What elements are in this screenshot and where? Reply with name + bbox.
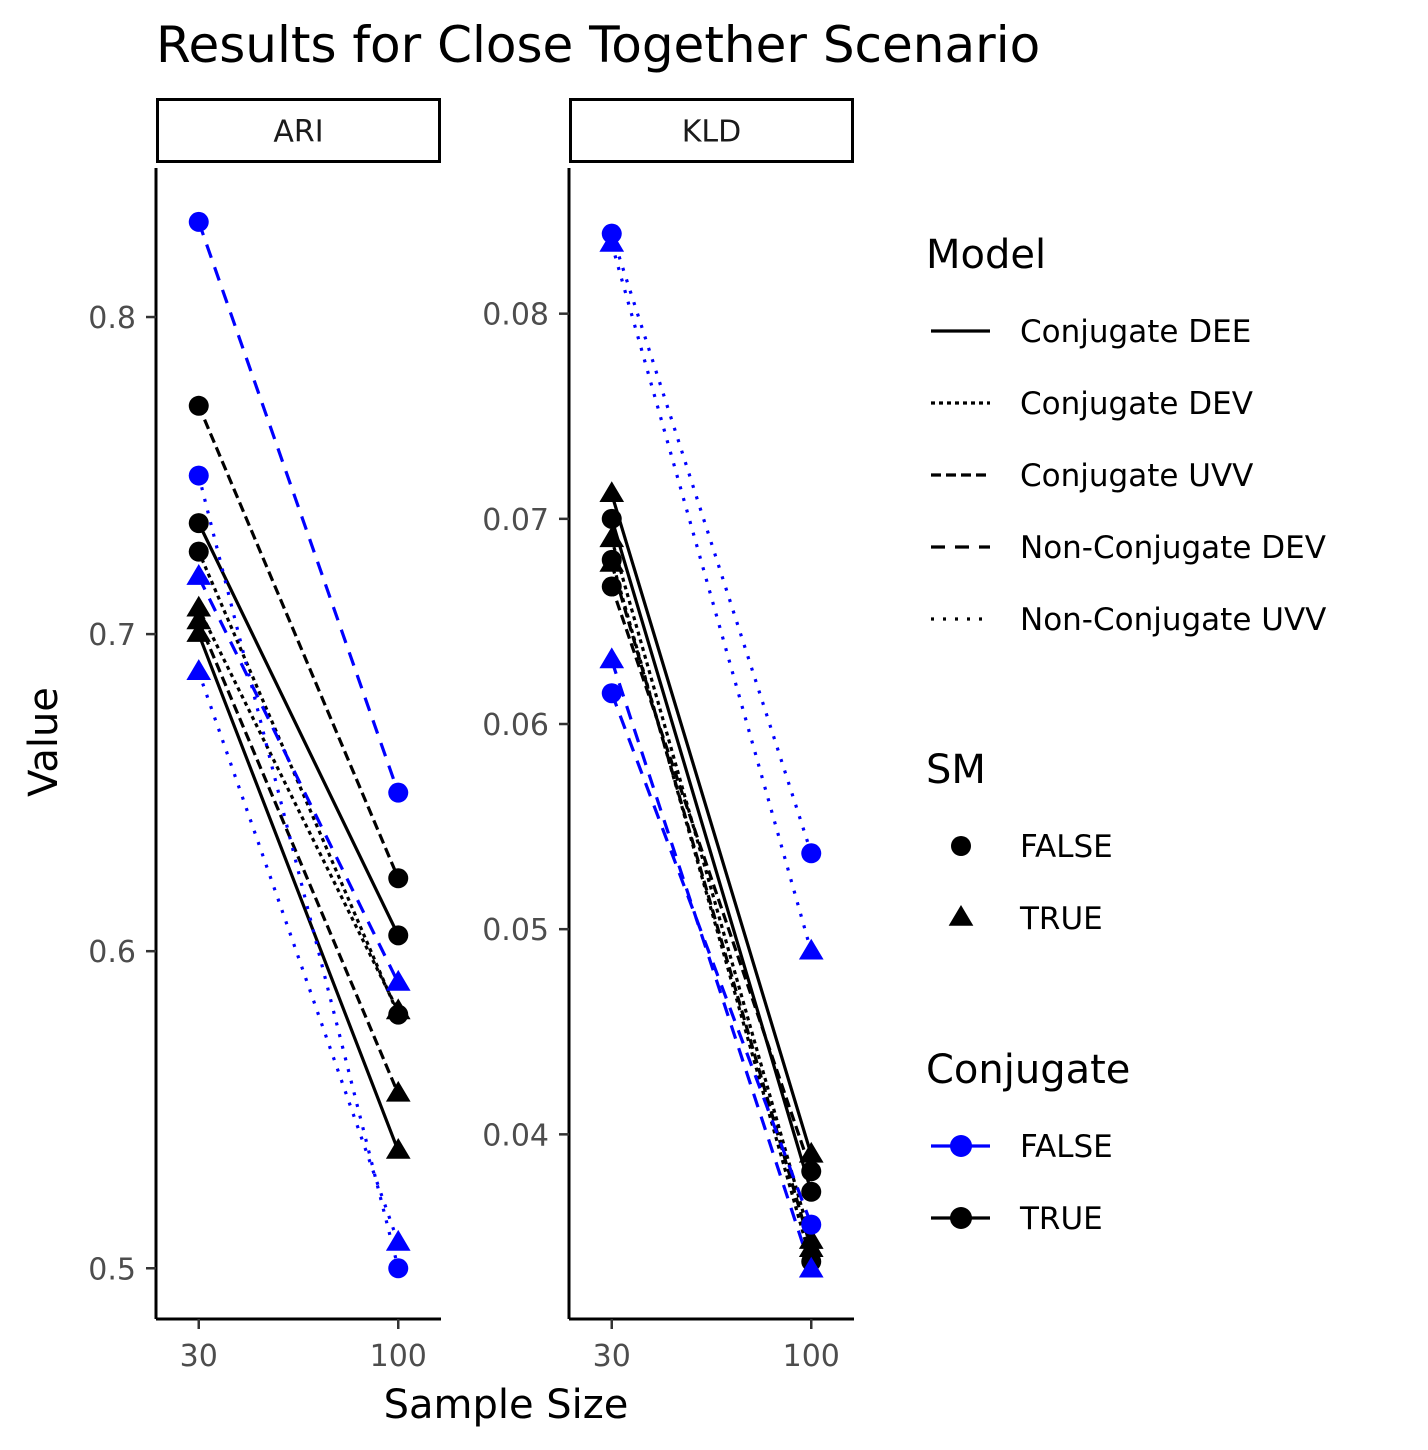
data-point-triangle (599, 481, 625, 503)
legend-key-circle (951, 836, 971, 856)
data-point-circle (388, 1258, 409, 1279)
data-point-triangle (186, 564, 212, 585)
series-line-conjugate-uvv-sm-false (610, 586, 813, 1172)
data-point-circle (388, 868, 409, 889)
data-point-circle (188, 465, 209, 486)
strip-label: KLD (682, 115, 742, 150)
strip-box (569, 98, 854, 163)
y-tick-label: 0.04 (482, 1118, 549, 1153)
chart-title: Results for Close Together Scenario (156, 16, 1040, 74)
facet-panels: ARI 0.5 0.6 0.7 0.8 30 100 KLD 0.04 0.05 0.06 0.07 0… (88, 98, 854, 1374)
data-point-triangle (599, 647, 625, 669)
legend: Model Conjugate DEE Conjugate DEV Conjugate… (926, 232, 1326, 1237)
legend-label: TRUE (1019, 901, 1103, 937)
data-point-circle (801, 1181, 822, 1202)
strip-box (156, 98, 441, 163)
data-point-circle (388, 782, 409, 803)
legend-label: TRUE (1019, 1201, 1103, 1237)
series-line-non-conjugate-dev-sm-false (610, 692, 813, 1226)
y-axis-title: Value (21, 687, 67, 797)
series-line-conjugate-uvv-sm-false (197, 405, 400, 879)
data-point-triangle (385, 969, 411, 991)
series-line-non-conjugate-uvv-sm-false (197, 475, 400, 1269)
y-tick-label: 0.06 (482, 708, 549, 743)
panel-kld: KLD 0.04 0.05 0.06 0.07 0.08 30 100 (482, 98, 854, 1374)
y-tick-label: 0.5 (88, 1252, 136, 1287)
y-tick-label: 0.8 (88, 301, 136, 336)
data-point-circle (801, 1161, 822, 1182)
data-point-circle (388, 925, 409, 946)
data-point-circle (188, 541, 209, 562)
data-point-triangle (385, 1229, 411, 1251)
data-point-triangle (385, 1137, 411, 1159)
series-line-conjugate-uvv-sm-true (197, 620, 400, 1095)
data-point-triangle (599, 230, 625, 252)
data-point-triangle (798, 1256, 824, 1278)
series-line-non-conjugate-dev-sm-true (197, 576, 400, 984)
legend-label: Conjugate DEE (1020, 314, 1251, 350)
y-tick-label: 0.7 (88, 618, 136, 653)
legend-group-model: Model Conjugate DEE Conjugate DEV Conjugate… (926, 232, 1326, 638)
data-point-triangle (186, 595, 212, 617)
data-point-triangle (798, 1236, 824, 1258)
data-point-triangle (385, 998, 411, 1020)
data-point-circle (188, 395, 209, 416)
data-point-circle (601, 683, 622, 704)
series-line-conjugate-dee-sm-true (197, 633, 400, 1152)
legend-key-circle (950, 1135, 972, 1157)
legend-label: Non-Conjugate DEV (1020, 530, 1326, 566)
y-tick-label: 0.07 (482, 503, 549, 538)
y-tick-label: 0.05 (482, 913, 549, 948)
data-point-circle (601, 576, 622, 597)
data-point-triangle (186, 659, 212, 680)
series-line-non-conjugate-dev-sm-true (610, 659, 813, 1271)
series-line-conjugate-dev-sm-false (610, 559, 813, 1262)
data-point-circle (801, 843, 822, 864)
data-point-triangle (186, 608, 212, 630)
series-line-non-conjugate-uvv-sm-true (610, 243, 813, 953)
legend-group-conjugate: Conjugate FALSE TRUE (926, 1047, 1130, 1237)
series-line-conjugate-dev-sm-true (197, 608, 400, 1013)
series-line-conjugate-uvv-sm-true (610, 563, 813, 1250)
legend-group-sm: SM FALSE TRUE (926, 747, 1113, 937)
x-tick-label: 100 (370, 1339, 427, 1374)
legend-title: Model (926, 232, 1046, 278)
data-point-circle (801, 1214, 822, 1235)
series-line-non-conjugate-uvv-sm-false (610, 233, 813, 854)
legend-label: FALSE (1020, 1129, 1113, 1165)
y-tick-label: 0.6 (88, 935, 136, 970)
panel-ari: ARI 0.5 0.6 0.7 0.8 30 100 (88, 98, 441, 1374)
strip-label: ARI (273, 115, 323, 150)
x-tick-label: 30 (593, 1339, 631, 1374)
series-line-non-conjugate-dev-sm-false (197, 221, 400, 794)
series-line-non-conjugate-uvv-sm-true (197, 671, 400, 1244)
data-point-triangle (599, 526, 625, 548)
legend-key-triangle (948, 905, 974, 926)
data-point-circle (601, 508, 622, 529)
data-point-circle (188, 211, 209, 232)
legend-key-circle (950, 1207, 972, 1229)
data-point-triangle (385, 1080, 411, 1102)
data-point-triangle (798, 1141, 824, 1163)
legend-label: FALSE (1020, 829, 1113, 865)
series-line-conjugate-dev-sm-true (610, 538, 813, 1242)
x-tick-label: 30 (180, 1339, 218, 1374)
data-point-circle (188, 513, 209, 534)
legend-label: Conjugate UVV (1020, 458, 1253, 494)
series-line-conjugate-dee-sm-true (610, 493, 813, 1156)
data-point-triangle (798, 938, 824, 960)
legend-label: Non-Conjugate UVV (1020, 602, 1326, 638)
series-line-conjugate-dee-sm-false (610, 518, 813, 1193)
legend-title: Conjugate (926, 1047, 1130, 1093)
x-axis-title: Sample Size (384, 1382, 629, 1428)
x-tick-label: 100 (783, 1339, 840, 1374)
data-point-triangle (186, 621, 212, 642)
y-tick-label: 0.08 (482, 298, 549, 333)
series-line-conjugate-dee-sm-false (197, 522, 400, 937)
data-point-triangle (599, 550, 625, 572)
legend-label: Conjugate DEV (1020, 386, 1253, 422)
legend-title: SM (926, 747, 986, 793)
